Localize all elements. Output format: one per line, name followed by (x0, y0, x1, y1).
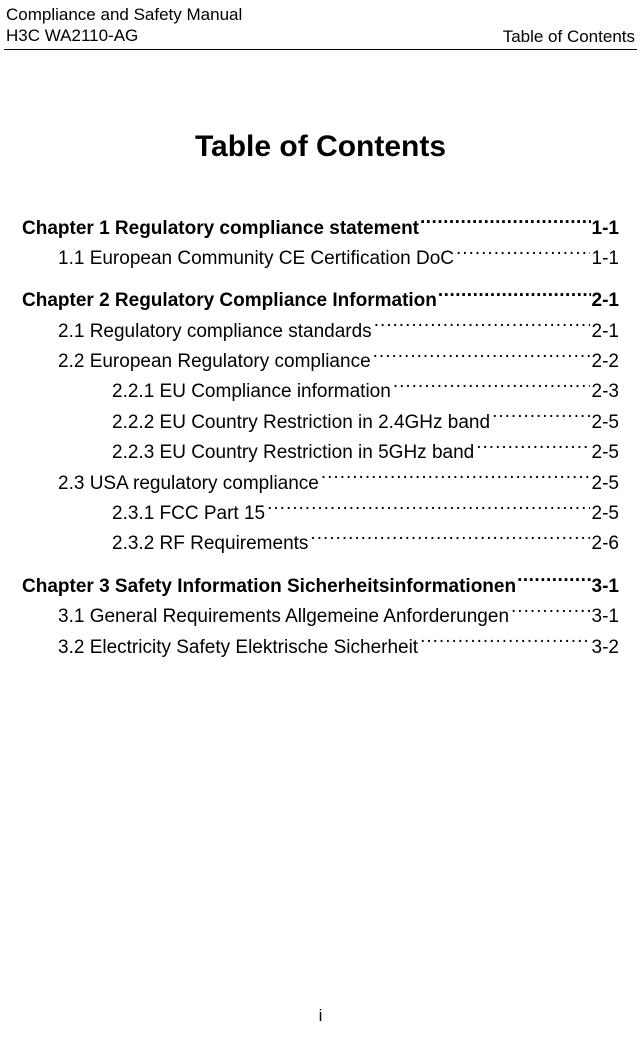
toc-entry-line: 1.1 European Community CE Certification … (22, 244, 619, 274)
toc-chapter-page: 3-1 (592, 572, 619, 602)
toc-leader (310, 530, 589, 549)
header-left: Compliance and Safety Manual H3C WA2110-… (6, 4, 242, 47)
toc-block: Chapter 2 Regulatory Compliance Informat… (22, 286, 619, 560)
header-right: Table of Contents (503, 27, 635, 47)
toc-leader (321, 470, 590, 489)
toc-area: Chapter 1 Regulatory compliance statemen… (4, 214, 637, 663)
toc-entry-page: 2-5 (592, 499, 619, 529)
toc-entry-line: 2.3.2 RF Requirements 2-6 (22, 529, 619, 559)
toc-entry-title: 2.3.1 FCC Part 15 (112, 499, 265, 529)
toc-entry-title: 3.1 General Requirements Allgemeine Anfo… (58, 602, 509, 632)
toc-entry-page: 2-1 (592, 317, 619, 347)
toc-chapter-title: Chapter 1 Regulatory compliance statemen… (22, 214, 419, 244)
toc-block: Chapter 1 Regulatory compliance statemen… (22, 214, 619, 275)
toc-leader (492, 409, 589, 428)
toc-chapter-line: Chapter 1 Regulatory compliance statemen… (22, 214, 619, 244)
toc-entry-title: 3.2 Electricity Safety Elektrische Siche… (58, 633, 418, 663)
toc-chapter-line: Chapter 2 Regulatory Compliance Informat… (22, 286, 619, 316)
toc-block: Chapter 3 Safety Information Sicherheits… (22, 572, 619, 663)
toc-entry-line: 2.2.1 EU Compliance information 2-3 (22, 377, 619, 407)
toc-leader (373, 348, 590, 367)
toc-chapter-title: Chapter 2 Regulatory Compliance Informat… (22, 286, 437, 316)
toc-entry-title: 1.1 European Community CE Certification … (58, 244, 454, 274)
toc-entry-line: 2.3 USA regulatory compliance 2-5 (22, 469, 619, 499)
toc-entry-title: 2.3.2 RF Requirements (112, 529, 308, 559)
toc-entry-page: 2-6 (592, 529, 619, 559)
toc-leader (511, 603, 590, 622)
toc-entry-line: 3.1 General Requirements Allgemeine Anfo… (22, 602, 619, 632)
toc-entry-page: 3-2 (592, 633, 619, 663)
toc-leader (267, 500, 589, 519)
toc-entry-line: 2.2.3 EU Country Restriction in 5GHz ban… (22, 438, 619, 468)
toc-entry-line: 2.2 European Regulatory compliance 2-2 (22, 347, 619, 377)
toc-entry-title: 2.1 Regulatory compliance standards (58, 317, 372, 347)
toc-leader (476, 439, 589, 458)
toc-title: Table of Contents (4, 130, 637, 164)
toc-chapter-line: Chapter 3 Safety Information Sicherheits… (22, 572, 619, 602)
toc-entry-page: 2-5 (592, 469, 619, 499)
document-page: Compliance and Safety Manual H3C WA2110-… (0, 0, 641, 1056)
toc-leader (456, 245, 590, 264)
toc-entry-line: 2.3.1 FCC Part 15 2-5 (22, 499, 619, 529)
toc-entry-page: 2-3 (592, 377, 619, 407)
toc-entry-line: 3.2 Electricity Safety Elektrische Siche… (22, 633, 619, 663)
toc-leader (374, 318, 590, 337)
toc-leader (420, 215, 591, 234)
toc-leader (393, 378, 590, 397)
toc-entry-page: 2-5 (592, 438, 619, 468)
toc-entry-page: 3-1 (592, 602, 619, 632)
toc-entry-title: 2.2 European Regulatory compliance (58, 347, 371, 377)
toc-entry-title: 2.2.3 EU Country Restriction in 5GHz ban… (112, 438, 474, 468)
toc-chapter-page: 1-1 (592, 214, 619, 244)
toc-entry-title: 2.2.1 EU Compliance information (112, 377, 391, 407)
toc-entry-page: 2-2 (592, 347, 619, 377)
toc-entry-line: 2.2.2 EU Country Restriction in 2.4GHz b… (22, 408, 619, 438)
toc-chapter-page: 2-1 (592, 286, 619, 316)
header-manual-title: Compliance and Safety Manual (6, 4, 242, 25)
toc-entry-page: 1-1 (592, 244, 619, 274)
toc-entry-line: 2.1 Regulatory compliance standards 2-1 (22, 317, 619, 347)
header-product-code: H3C WA2110-AG (6, 25, 242, 46)
running-header: Compliance and Safety Manual H3C WA2110-… (4, 4, 637, 50)
page-number: i (0, 1006, 641, 1026)
toc-entry-title: 2.2.2 EU Country Restriction in 2.4GHz b… (112, 408, 490, 438)
toc-leader (517, 573, 590, 592)
toc-leader (420, 634, 589, 653)
toc-entry-title: 2.3 USA regulatory compliance (58, 469, 319, 499)
toc-leader (438, 287, 591, 306)
toc-entry-page: 2-5 (592, 408, 619, 438)
toc-chapter-title: Chapter 3 Safety Information Sicherheits… (22, 572, 516, 602)
